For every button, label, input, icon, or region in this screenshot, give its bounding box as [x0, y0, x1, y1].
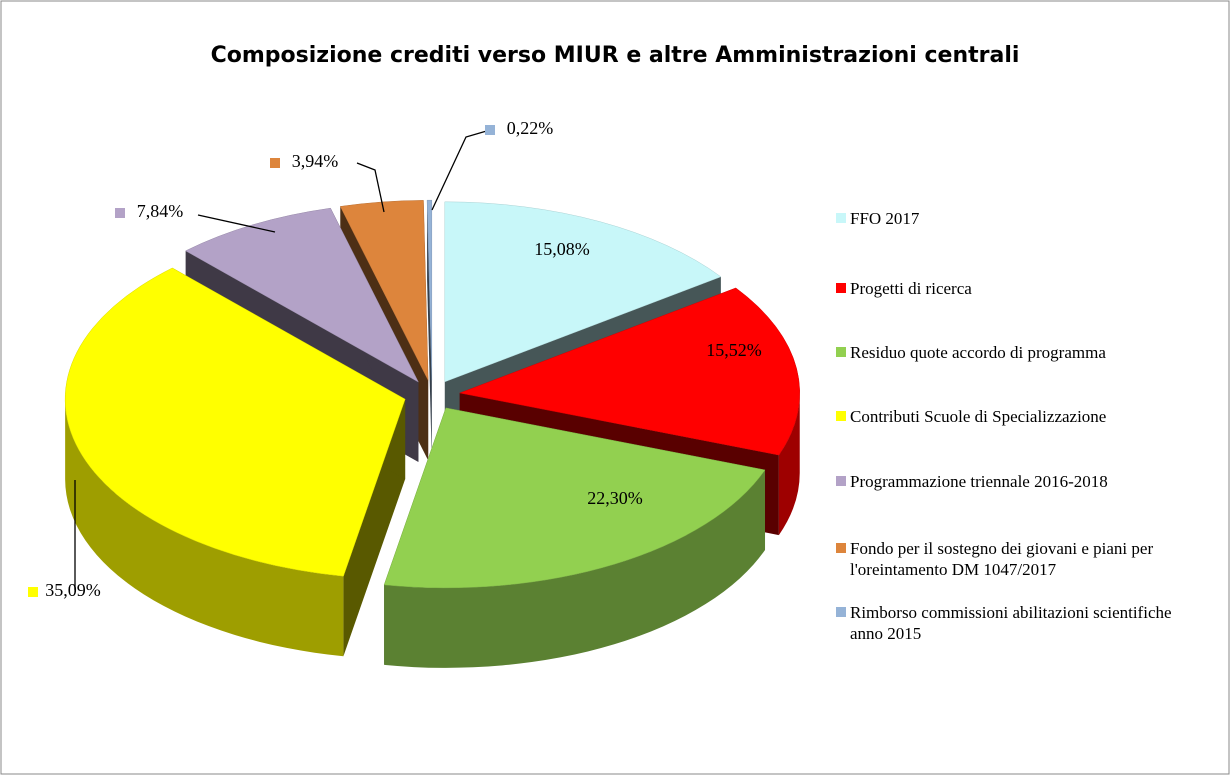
leader-line	[356, 162, 385, 213]
chart-title: Composizione crediti verso MIUR e altre …	[211, 43, 1020, 68]
slice	[383, 407, 766, 589]
legend-label: Fondo per il sostegno dei giovani e pian…	[850, 539, 1154, 579]
slice	[185, 207, 419, 383]
legend-swatch	[836, 607, 846, 617]
legend-label: Programmazione triennale 2016-2018	[850, 472, 1108, 491]
legend-item: Rimborso commissioni abilitazioni scient…	[836, 602, 1180, 644]
data-label: 3,94%	[292, 151, 339, 171]
leader-line	[431, 129, 491, 211]
label-key	[270, 158, 280, 168]
legend-swatch	[836, 213, 846, 223]
data-label: 22,30%	[587, 488, 643, 508]
data-label: 15,08%	[534, 239, 590, 259]
label-key	[115, 208, 125, 218]
legend-swatch	[836, 411, 846, 421]
legend-item: Fondo per il sostegno dei giovani e pian…	[836, 538, 1180, 580]
slice	[458, 287, 800, 456]
slice-cut-face	[427, 200, 432, 461]
data-label: 15,52%	[706, 340, 762, 360]
legend-swatch	[836, 476, 846, 486]
legend-item: Residuo quote accordo di programma	[836, 342, 1180, 363]
slice	[426, 199, 433, 461]
leader-line	[197, 214, 276, 233]
legend-swatch	[836, 283, 846, 293]
legend-label: FFO 2017	[850, 209, 920, 228]
slice	[426, 199, 433, 381]
slice-side	[384, 469, 766, 668]
data-label: 7,84%	[137, 201, 184, 221]
slice-side	[65, 399, 344, 657]
legend-item: Progetti di ricerca	[836, 278, 1180, 299]
legend-item: Contributi Scuole di Specializzazione	[836, 406, 1180, 427]
slice	[444, 201, 722, 383]
legend-label: Rimborso commissioni abilitazioni scient…	[850, 603, 1172, 643]
legend-label: Residuo quote accordo di programma	[850, 343, 1106, 362]
label-key	[485, 125, 495, 135]
legend-label: Contributi Scuole di Specializzazione	[850, 407, 1107, 426]
legend-label: Progetti di ricerca	[850, 279, 972, 298]
slice	[64, 267, 406, 577]
legend-item: FFO 2017	[836, 208, 1180, 229]
label-key	[28, 587, 38, 597]
slice	[64, 267, 406, 657]
legend-swatch	[836, 347, 846, 357]
data-label: 35,09%	[45, 580, 101, 600]
legend-swatch	[836, 543, 846, 553]
data-label: 0,22%	[507, 118, 554, 138]
legend-item: Programmazione triennale 2016-2018	[836, 471, 1180, 492]
slice	[383, 407, 766, 668]
slice-side	[778, 392, 800, 536]
